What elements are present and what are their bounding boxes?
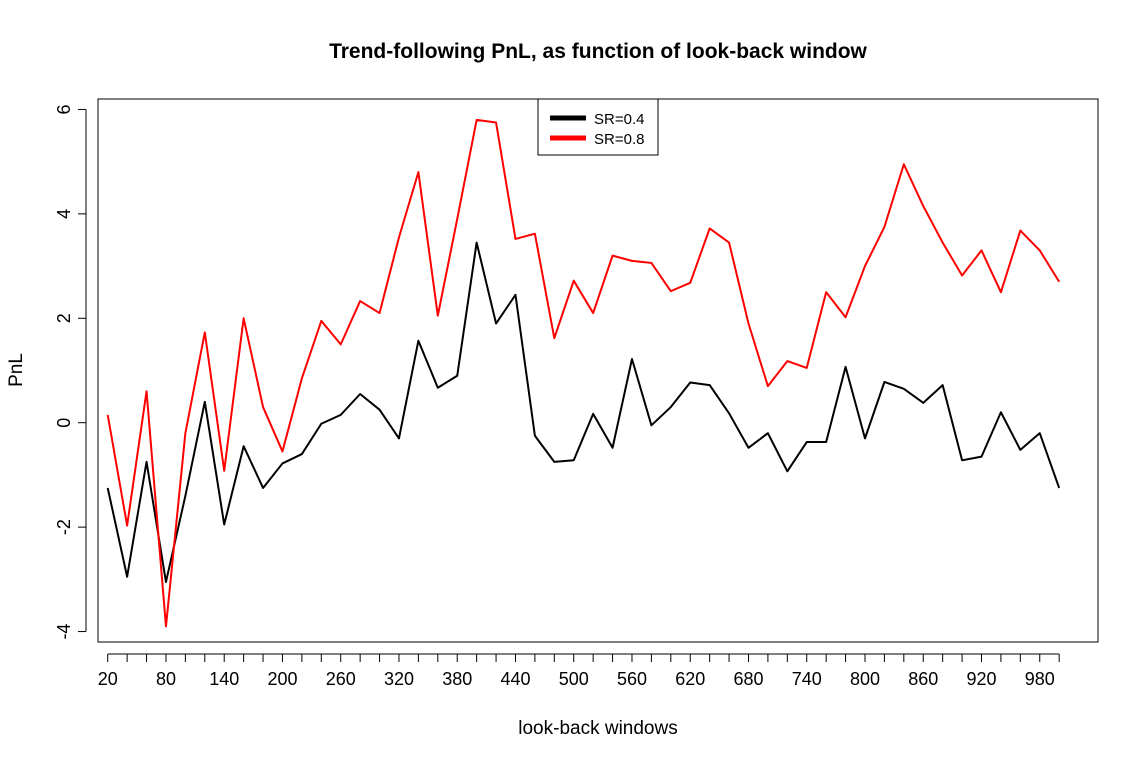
y-tick-label: -2: [54, 519, 74, 535]
x-tick-label: 140: [209, 669, 239, 689]
y-tick-label: 0: [54, 418, 74, 428]
x-axis-label: look-back windows: [518, 718, 677, 739]
y-tick-label: 2: [54, 313, 74, 323]
chart-title: Trend-following PnL, as function of look…: [329, 40, 867, 63]
y-axis-label: PnL: [6, 353, 27, 387]
x-tick-label: 740: [792, 669, 822, 689]
x-tick-label: 200: [267, 669, 297, 689]
x-tick-label: 80: [156, 669, 176, 689]
y-axis: -4 -2 0 2 4 6: [54, 104, 87, 640]
x-tick-label: 620: [675, 669, 705, 689]
plot-area: [97, 98, 1099, 643]
y-tick-label: -4: [54, 624, 74, 640]
x-tick-label: 260: [326, 669, 356, 689]
legend-box: [537, 98, 659, 156]
legend: SR=0.4 SR=0.8: [537, 98, 659, 156]
x-tick-label: 320: [384, 669, 414, 689]
x-tick-label: 920: [966, 669, 996, 689]
x-tick-label: 440: [500, 669, 530, 689]
x-tick-label: 680: [733, 669, 763, 689]
x-tick-label: 20: [98, 669, 118, 689]
x-tick-label: 980: [1025, 669, 1055, 689]
x-tick-label: 500: [559, 669, 589, 689]
legend-label-sr-0-4: SR=0.4: [594, 111, 644, 128]
series-layer: [106, 118, 1061, 628]
x-tick-label: 560: [617, 669, 647, 689]
series-line-1: [106, 118, 1061, 628]
x-tick-label: 380: [442, 669, 472, 689]
x-tick-label: 860: [908, 669, 938, 689]
y-tick-label: 4: [54, 209, 74, 219]
x-tick-label: 800: [850, 669, 880, 689]
series-line-0: [106, 241, 1061, 583]
legend-label-sr-0-8: SR=0.8: [594, 131, 644, 148]
x-axis: 20 80 140 200 260 320 380 440 500 560 620 680 740 800…: [98, 653, 1060, 689]
y-tick-label: 6: [54, 104, 74, 114]
